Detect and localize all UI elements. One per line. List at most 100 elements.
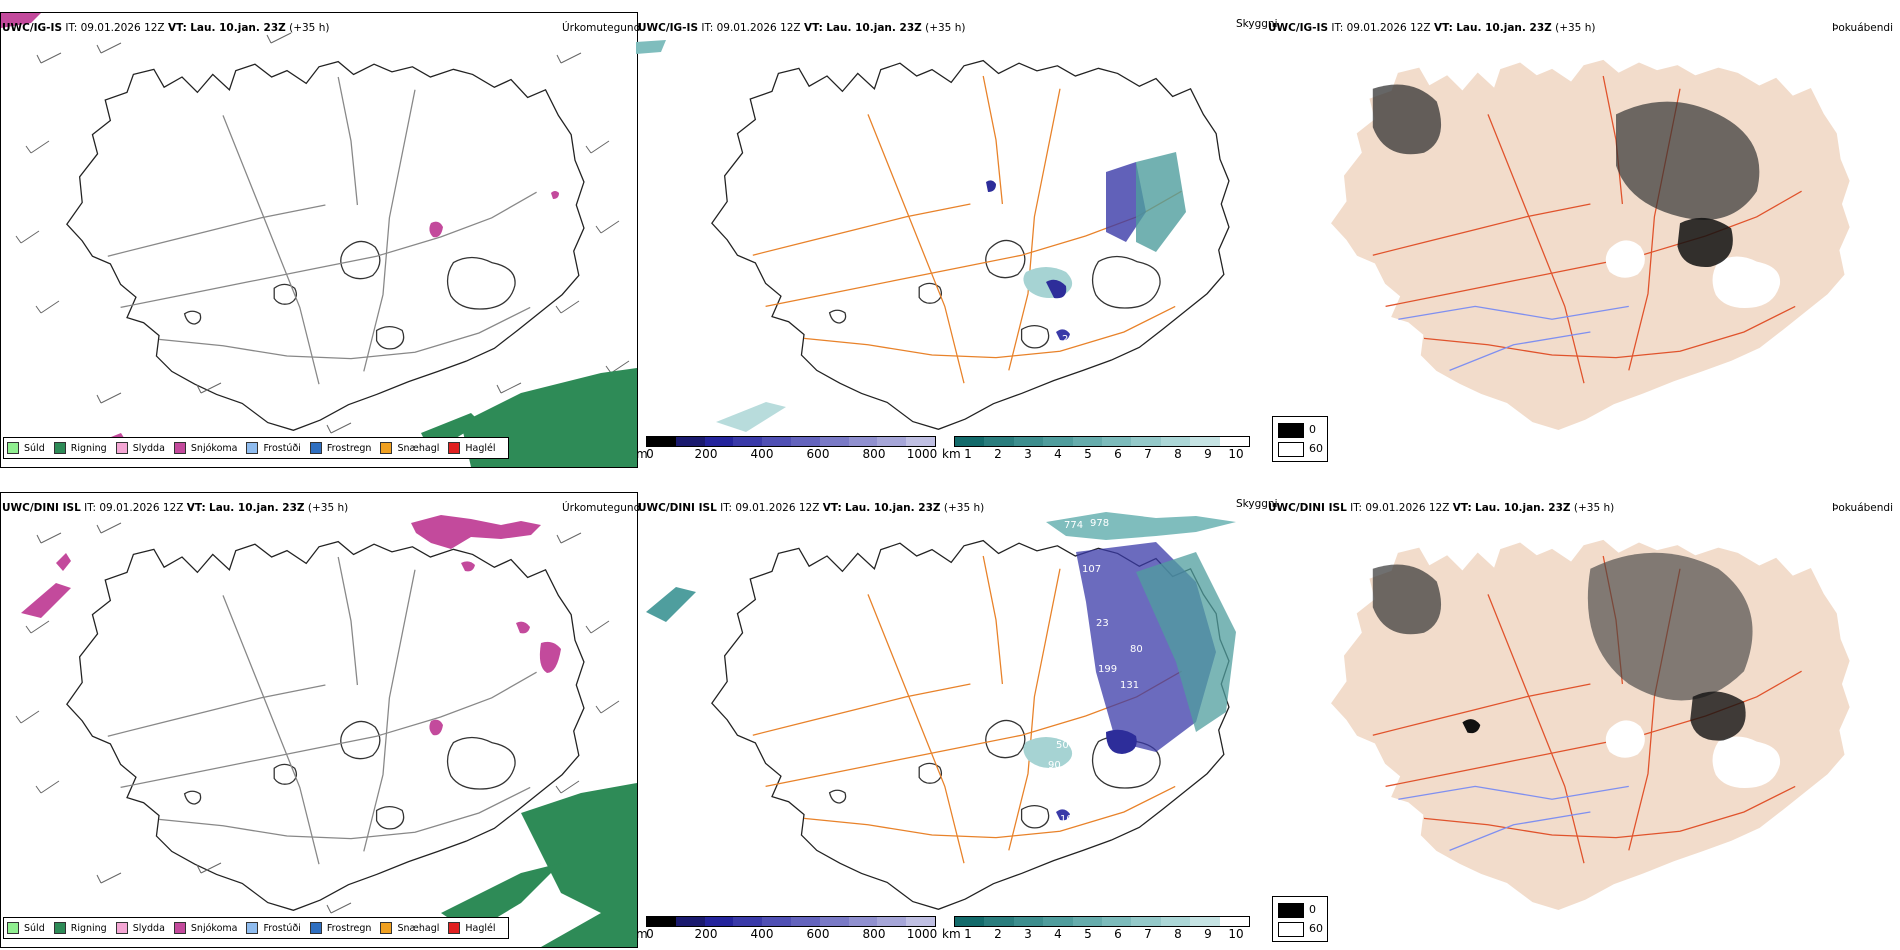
low-visibility-area (1046, 279, 1067, 299)
map-value-label: 80 (1130, 644, 1143, 655)
fog-swatch-low (1278, 442, 1304, 457)
legend-item: Snjókoma (173, 922, 237, 934)
fog-label-high: 0 (1309, 903, 1316, 916)
low-visibility-area (1056, 329, 1070, 341)
cbar-swatch (762, 437, 791, 446)
vt-value: Lau. 10.jan. 23Z (190, 22, 286, 34)
colorbar-km-bar (954, 916, 1250, 927)
cbar-swatch (1160, 917, 1191, 926)
colorbar-unit: km (942, 447, 961, 461)
cbar-swatch (955, 917, 985, 926)
cbar-tick: 1 (964, 927, 972, 941)
legend-item: Rigning (53, 442, 107, 454)
colorbar-unit: m (636, 447, 648, 461)
visibility-heading-row2: Skyggni (1236, 498, 1278, 510)
low-visibility-area (716, 402, 786, 432)
snow-area (21, 583, 71, 618)
it-value: 09.01.2026 12Z (80, 22, 165, 34)
cbar-tick: 800 (862, 927, 886, 941)
cbar-swatch (1072, 917, 1103, 926)
map-value-label: 106 (1060, 814, 1079, 825)
legend-item: Slydda (115, 442, 165, 454)
cbar-swatch (1160, 437, 1191, 446)
precip-type-legend-row2: Súld Rigning Slydda Snjókoma Frostúði Fr… (3, 917, 509, 939)
cbar-tick: 200 (694, 927, 718, 941)
it-value: 09.01.2026 12Z (1365, 502, 1450, 514)
legend-swatch (380, 922, 393, 934)
colorbar-km-row2: km 1 2 3 4 5 6 7 8 9 10 (942, 916, 1252, 942)
fog-swatch-high (1278, 903, 1304, 918)
it-label: IT: (1331, 22, 1344, 34)
legend-item: Snæhagl (380, 922, 439, 934)
cbar-swatch (1043, 917, 1073, 926)
fog-map-row1 (1331, 59, 1850, 430)
legend-swatch (115, 442, 128, 454)
legend-label: Rigning (70, 922, 107, 934)
legend-item: Frostúði (246, 922, 301, 934)
colorbar-m-bar (646, 916, 936, 927)
legend-swatch (7, 922, 19, 934)
cbar-tick: 400 (750, 447, 774, 461)
cbar-swatch (877, 917, 907, 926)
snow-area (411, 515, 541, 549)
cbar-tick: 10 (1228, 447, 1244, 461)
low-visibility-area (636, 40, 666, 54)
cbar-swatch (848, 917, 878, 926)
legend-label: Haglél (465, 922, 496, 934)
snow-area (461, 561, 475, 572)
cbar-tick: 400 (750, 927, 774, 941)
legend-label: Frostregn (326, 922, 372, 934)
cbar-swatch (1190, 437, 1220, 446)
cbar-tick: 1 (964, 447, 972, 461)
legend-label: Snæhagl (397, 922, 440, 934)
cbar-tick: 5 (1084, 447, 1092, 461)
legend-swatch (246, 922, 259, 934)
cbar-tick: 9 (1204, 927, 1212, 941)
legend-item: Snæhagl (380, 442, 439, 454)
colorbar-unit: m (636, 927, 648, 941)
map-value-label: 199 (1098, 664, 1117, 675)
precip-type-heading-row1: Úrkomutegund (562, 22, 641, 34)
cbar-tick: 8 (1174, 927, 1182, 941)
cbar-tick: 600 (806, 447, 830, 461)
model-name: UWC/DINI ISL (2, 502, 81, 514)
cbar-swatch (1043, 437, 1073, 446)
panel-title-row2-precip: UWC/DINI ISL IT: 09.01.2026 12Z VT: Lau.… (2, 502, 348, 514)
fog-swatch-high (1278, 423, 1304, 438)
vt-value: Lau. 10.jan. 23Z (826, 22, 922, 34)
low-visibility-area (1106, 729, 1137, 754)
legend-swatch (380, 442, 393, 454)
vt-value: Lau. 10.jan. 23Z (845, 502, 941, 514)
fog-swatch-low (1278, 922, 1304, 937)
it-label: IT: (65, 22, 78, 34)
legend-swatch (309, 922, 322, 934)
cbar-swatch (1131, 437, 1161, 446)
cbar-tick: 200 (694, 447, 718, 461)
model-name: UWC/IG-IS (1268, 22, 1329, 34)
map-value-label: 131 (1120, 680, 1139, 691)
cbar-swatch (1013, 917, 1044, 926)
snow-area (516, 621, 530, 634)
legend-swatch (173, 922, 186, 934)
cbar-swatch (906, 437, 935, 446)
colorbar-unit: km (942, 927, 961, 941)
rain-area (521, 783, 637, 947)
cbar-swatch (819, 917, 849, 926)
cbar-swatch (790, 437, 820, 446)
cbar-tick: 3 (1024, 927, 1032, 941)
snow-area (551, 191, 559, 199)
cbar-tick: 2 (994, 927, 1002, 941)
fog-legend-row2: 0 60 (1272, 896, 1328, 942)
fog-map-row2 (1331, 540, 1850, 910)
cbar-swatch (1219, 917, 1250, 926)
legend-swatch (7, 442, 19, 454)
panel-title-row2-vis: UWC/DINI ISL IT: 09.01.2026 12Z VT: Lau.… (638, 502, 984, 514)
cbar-swatch (675, 917, 705, 926)
precip-type-map-row1 (1, 13, 637, 467)
fog-panel-row2: 0 60 (1266, 492, 1900, 946)
vt-value: Lau. 10.jan. 23Z (1456, 22, 1552, 34)
cbar-swatch (762, 917, 791, 926)
map-value-label: 23 (1096, 618, 1109, 629)
legend-label: Haglél (465, 442, 496, 454)
cbar-swatch (984, 437, 1014, 446)
